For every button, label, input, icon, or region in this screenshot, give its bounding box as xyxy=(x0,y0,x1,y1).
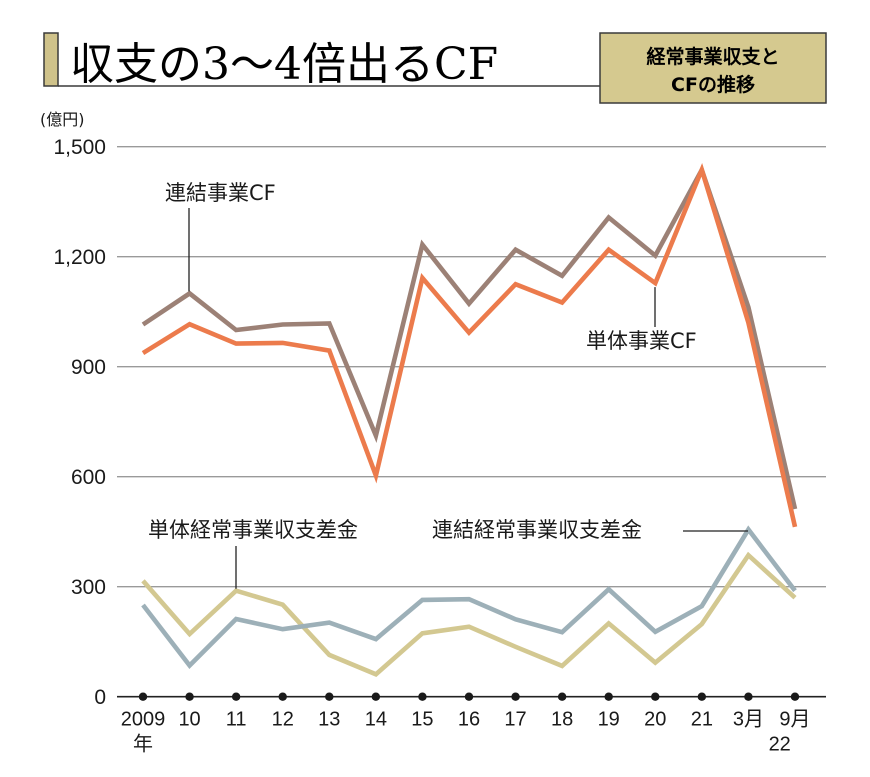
x-tick-dot xyxy=(790,692,800,701)
x-tick-dot xyxy=(325,692,334,701)
annotation-label: 単体事業CF xyxy=(586,329,697,353)
subtitle-badge xyxy=(599,32,827,104)
x-tick-label: 16 xyxy=(458,709,480,731)
chart-header: 収支の3〜4倍出るCF 経常事業収支と CFの推移 xyxy=(43,32,827,104)
x-tick-dot xyxy=(418,692,427,701)
x-tick-label: 10 xyxy=(178,709,200,731)
x-tick-label: 17 xyxy=(504,709,526,731)
x-tick-label: 3月 xyxy=(733,709,764,731)
annotations: 連結事業CF 単体事業CF 単体経常事業収支差金 連結経常事業収支差金 xyxy=(148,181,748,589)
annotation-label: 単体経常事業収支差金 xyxy=(148,518,358,542)
annotation-label: 連結事業CF xyxy=(165,181,276,205)
x-tick-sublabel-year: 年 xyxy=(133,733,153,756)
x-tick-dot xyxy=(464,692,474,701)
x-tick-label: 21 xyxy=(691,709,713,731)
x-tick-label: 2009 xyxy=(121,709,166,731)
x-tick-dot xyxy=(744,692,753,701)
x-tick-sublabel-22: 22 xyxy=(769,734,791,756)
x-tick-label: 15 xyxy=(411,709,433,731)
x-tick-label: 19 xyxy=(598,709,620,731)
series-line-2 xyxy=(141,525,797,669)
x-tick-label: 12 xyxy=(272,709,294,731)
subtitle-line2: CFの推移 xyxy=(671,73,755,96)
x-tick-label: 11 xyxy=(226,709,247,731)
y-tick-label: 600 xyxy=(71,466,106,489)
y-tick-label: 1,200 xyxy=(53,246,106,269)
x-tick-label: 13 xyxy=(318,709,340,731)
y-tick-label: 1,500 xyxy=(53,136,106,159)
chart-title: 収支の3〜4倍出るCF xyxy=(70,39,498,90)
x-tick-label: 14 xyxy=(365,709,387,731)
y-tick-label: 0 xyxy=(94,686,106,709)
x-tick-dot xyxy=(557,692,567,701)
series-line-0 xyxy=(141,164,798,510)
y-tick-label: 900 xyxy=(71,356,106,379)
subtitle-line1: 経常事業収支と xyxy=(646,45,779,68)
x-tick-label: 9月 xyxy=(779,709,810,731)
annotation-label: 連結経常事業収支差金 xyxy=(432,518,642,542)
x-tick-dot xyxy=(278,692,287,701)
series-line-1 xyxy=(141,162,798,528)
x-tick-dot xyxy=(138,692,148,701)
x-axis: 2009 10 11 12 13 14 15 16 17 18 19 20 21 3月 9月年 22 xyxy=(117,692,826,756)
y-axis-unit: (億円) xyxy=(40,110,85,129)
gridlines xyxy=(117,146,826,588)
x-tick-dot xyxy=(231,692,241,701)
x-tick-dot xyxy=(697,692,707,701)
x-tick-dot xyxy=(185,692,194,701)
series-line-3 xyxy=(141,551,797,677)
x-tick-dot xyxy=(371,692,381,701)
series-lines xyxy=(141,162,798,677)
y-tick-label: 300 xyxy=(71,576,106,599)
x-tick-dot xyxy=(604,692,613,701)
x-tick-label: 20 xyxy=(644,709,666,731)
title-accent-bar xyxy=(43,32,59,87)
y-axis-ticks: 0 300 600 900 1,200 1,500 xyxy=(53,136,106,709)
x-tick-dot xyxy=(511,692,520,701)
x-tick-dot xyxy=(651,692,660,701)
x-tick-label: 18 xyxy=(551,709,573,731)
